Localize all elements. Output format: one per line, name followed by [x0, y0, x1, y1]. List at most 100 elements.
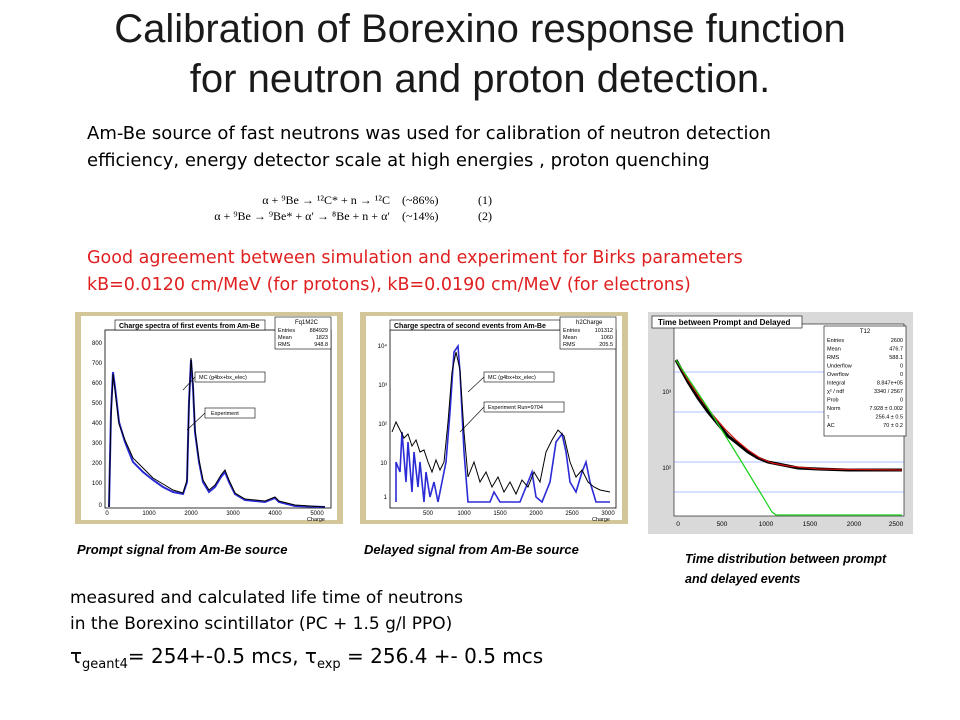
delayed-caption: Delayed signal from Am-Be source: [364, 542, 579, 557]
y-tick-labels: 800 700 600 500 400 300 200 100 0: [92, 341, 103, 509]
stats-name: h2Charge: [576, 320, 603, 326]
plot-title: Charge spectra of second events from Am-…: [394, 323, 546, 330]
reaction-2-formula: α + ⁹Be → ⁹Be* + α′ → ⁸Be + n + α′: [214, 209, 390, 223]
stats-key: AC: [827, 423, 835, 429]
x-axis-label: Charge: [307, 517, 325, 523]
x-tick-label: 1500: [803, 521, 818, 528]
delayed-spectrum-plot: Charge spectra of second events from Am-…: [366, 316, 622, 523]
stats-name: T12: [860, 329, 871, 335]
stats-key: Overflow: [827, 372, 849, 378]
stats-key: RMS: [827, 355, 840, 361]
x-tick-label: 1000: [142, 511, 156, 517]
stats-key: RMS: [278, 342, 291, 348]
y-tick-label: 500: [92, 401, 103, 407]
x-tick-label: 0: [676, 521, 680, 528]
prompt-spectrum-figure: Charge spectra of first events from Am-B…: [75, 312, 343, 524]
y-tick-label: 10²: [662, 466, 671, 472]
stats-value: 2600: [891, 338, 903, 344]
agreement-line-1: Good agreement between simulation and ex…: [87, 248, 743, 268]
x-tick-label: 2000: [847, 521, 862, 528]
stats-key: Mean: [278, 335, 292, 341]
reaction-2-fraction: (~14%): [402, 209, 439, 223]
x-axis-label: Charge: [592, 517, 610, 523]
stats-value: 948.8: [314, 342, 328, 348]
prompt-spectrum-plot: Charge spectra of first events from Am-B…: [81, 316, 337, 523]
lifetime-line-1: measured and calculated life time of neu…: [70, 588, 464, 608]
stats-key: τ: [827, 415, 830, 421]
x-tick-labels: 0 500 1000 1500 2000 2500: [676, 521, 903, 528]
x-tick-label: 2500: [889, 521, 904, 528]
stats-key: Entries: [827, 338, 844, 344]
legend-mc-label: MC (g4bx+bx_elec): [199, 375, 247, 381]
exponential-component-line: [675, 359, 902, 516]
stats-key: χ² / ndf: [827, 389, 844, 395]
x-tick-label: 1000: [457, 511, 471, 517]
legend-pointer: [186, 412, 206, 431]
stats-value: 0: [900, 364, 903, 370]
y-tick-label: 200: [92, 461, 103, 467]
stats-key: RMS: [563, 342, 576, 348]
intro-line-1: Am-Be source of fast neutrons was used f…: [87, 123, 771, 144]
mc-spectrum-line: [395, 343, 610, 504]
tau-symbol: τ: [70, 644, 83, 668]
tau-geant-value: = 254+-0.5 mcs,: [127, 644, 305, 668]
x-tick-labels: 500 1000 1500 2000 2500 3000: [423, 511, 615, 517]
plot-canvas: [366, 316, 622, 520]
x-tick-label: 2000: [529, 511, 543, 517]
stats-value: 1060: [601, 335, 613, 341]
stats-value: 205.5: [599, 342, 613, 348]
stats-rows: Entries 2600 Mean 476.7 RMS 588.1 Underf…: [827, 338, 903, 429]
time-caption-line-1: Time distribution between prompt: [685, 552, 887, 566]
y-tick-labels: 10³ 10²: [662, 390, 671, 472]
stats-key: Underflow: [827, 364, 852, 370]
stats-value: 476.7: [889, 347, 903, 353]
y-tick-label: 800: [92, 341, 103, 347]
plot-title: Charge spectra of first events from Am-B…: [119, 323, 260, 330]
fit-curve-line: [675, 359, 903, 471]
y-tick-label: 10³: [662, 390, 671, 396]
x-tick-labels: 0 1000 2000 3000 4000 5000: [105, 511, 324, 517]
agreement-line-2: kB=0.0120 cm/MeV (for protons), kB=0.019…: [87, 275, 691, 295]
stats-key: Integral: [827, 381, 845, 387]
x-tick-label: 2500: [565, 511, 579, 517]
reaction-1-formula: α + ⁹Be → ¹²C* + n → ¹²C: [262, 193, 390, 207]
tau-symbol: τ: [304, 644, 317, 668]
title-line-1: Calibration of Borexino response functio…: [114, 7, 846, 51]
reaction-2-number: (2): [478, 209, 492, 223]
intro-line-2: efficiency, energy detector scale at hig…: [87, 150, 710, 171]
time-distribution-plot: Time between Prompt and Delayed 10³ 10² …: [648, 312, 913, 534]
y-tick-label: 100: [92, 481, 103, 487]
stats-value: 101312: [595, 328, 613, 334]
x-tick-label: 3000: [226, 511, 240, 517]
stats-value: 3340 / 2567: [874, 389, 903, 395]
y-tick-label: 700: [92, 361, 103, 367]
experiment-spectrum-line: [108, 357, 326, 508]
stats-box: [823, 325, 907, 437]
plot-title-box: [651, 315, 803, 329]
y-tick-label: 600: [92, 381, 103, 387]
y-tick-labels: 10⁴ 10³ 10² 10 1: [378, 343, 388, 501]
stats-value: 0: [900, 398, 903, 404]
y-tick-label: 10: [380, 461, 387, 467]
stats-box: [274, 316, 332, 350]
stats-name: Fq1M2C: [295, 320, 319, 326]
stats-value: 588.1: [889, 355, 903, 361]
x-tick-label: 500: [423, 511, 434, 517]
x-tick-label: 500: [717, 521, 728, 528]
reaction-1-fraction: (~86%): [402, 193, 439, 207]
plot-title: Time between Prompt and Delayed: [658, 318, 790, 327]
reaction-1-number: (1): [478, 193, 492, 207]
stats-value: 70 ± 0.2: [883, 423, 903, 429]
stats-value: 8.847e+05: [877, 381, 903, 387]
time-caption: Time distribution between prompt and del…: [685, 549, 886, 589]
y-tick-label: 10²: [378, 422, 387, 428]
y-tick-label: 0: [99, 503, 103, 509]
legend-mc-label: MC (g4bx+bx_elec): [488, 375, 536, 381]
x-tick-label: 5000: [310, 511, 324, 517]
stats-key: Norm: [827, 406, 841, 412]
stats-value: 256.4 ± 0.5: [876, 415, 903, 421]
delayed-spectrum-figure: Charge spectra of second events from Am-…: [360, 312, 628, 524]
y-tick-label: 300: [92, 441, 103, 447]
stats-value: 0: [900, 372, 903, 378]
lifetime-line-2: in the Borexino scintillator (PC + 1.5 g…: [70, 614, 453, 634]
